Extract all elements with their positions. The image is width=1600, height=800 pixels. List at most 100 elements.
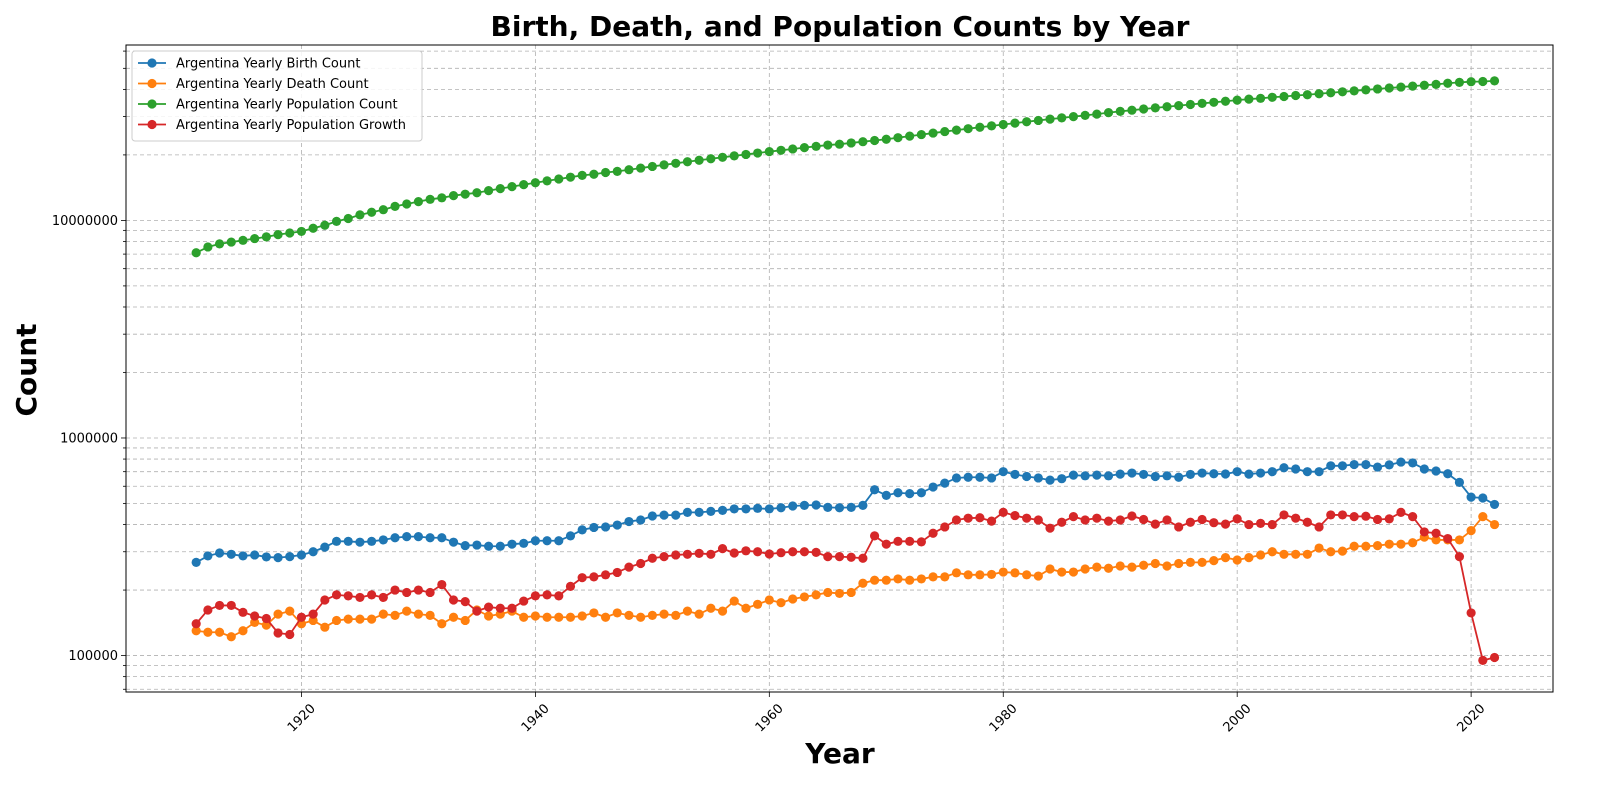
data-point [741, 504, 751, 514]
data-point [226, 549, 236, 559]
data-point [671, 610, 681, 620]
data-point [285, 606, 295, 616]
data-point [1244, 519, 1254, 530]
data-point [1220, 469, 1231, 479]
data-point [425, 194, 435, 204]
data-point [1197, 98, 1207, 108]
data-point [975, 513, 985, 523]
data-point [1209, 469, 1219, 479]
data-point [905, 536, 915, 546]
data-point [214, 627, 225, 637]
data-point [869, 575, 880, 585]
data-point [1419, 80, 1429, 90]
data-point [1010, 510, 1020, 521]
data-point [1478, 512, 1488, 522]
data-point [776, 548, 786, 558]
data-point [1267, 547, 1277, 557]
data-point [1314, 522, 1324, 532]
data-point [214, 548, 225, 558]
data-point [799, 500, 810, 510]
data-point [1443, 469, 1453, 479]
legend-label: Argentina Yearly Birth Count [176, 57, 360, 72]
data-point [1057, 517, 1067, 527]
data-point [460, 597, 470, 607]
data-point [1010, 568, 1020, 578]
data-point [285, 228, 295, 238]
data-point [893, 133, 903, 143]
data-point [1291, 549, 1301, 559]
data-point [1139, 469, 1149, 480]
data-point [1349, 459, 1359, 470]
data-point [916, 129, 926, 140]
data-point [1291, 464, 1301, 474]
data-point [589, 169, 599, 179]
data-point [834, 503, 845, 513]
data-point [998, 467, 1008, 477]
data-point [1174, 101, 1184, 111]
data-point [717, 152, 728, 162]
data-point [250, 233, 260, 244]
data-point [1454, 477, 1465, 487]
data-point [484, 602, 494, 612]
data-point [846, 138, 856, 148]
data-point [612, 166, 622, 176]
data-point [1209, 518, 1219, 528]
data-point [1466, 608, 1476, 618]
data-point [706, 549, 716, 559]
data-point [694, 155, 704, 165]
data-point [1302, 549, 1312, 559]
data-point [565, 612, 576, 622]
data-point [577, 170, 587, 181]
data-point [1115, 106, 1125, 116]
data-point [788, 501, 798, 511]
data-point [893, 488, 903, 498]
data-point [776, 598, 786, 608]
data-point [636, 558, 646, 569]
data-point [753, 547, 763, 557]
data-point [308, 609, 318, 619]
data-point [659, 551, 669, 562]
data-point [448, 191, 459, 201]
data-point [1139, 514, 1149, 525]
data-point [706, 506, 716, 516]
chart-title: Birth, Death, and Population Counts by Y… [491, 10, 1190, 43]
data-point [484, 186, 494, 196]
data-point [1431, 466, 1441, 476]
data-point [1033, 571, 1043, 581]
data-point [343, 591, 353, 601]
legend-marker [147, 99, 157, 109]
data-point [799, 547, 810, 557]
legend: Argentina Yearly Birth Count Argentina Ye… [131, 50, 423, 142]
data-point [905, 131, 915, 141]
data-point [1174, 558, 1184, 569]
data-point [343, 536, 353, 546]
legend-marker [147, 58, 157, 68]
data-point [1232, 514, 1242, 524]
data-point [460, 541, 470, 551]
data-point [647, 553, 657, 563]
data-point [1150, 558, 1160, 569]
data-point [1045, 523, 1055, 533]
data-point [565, 172, 576, 182]
data-point [1361, 85, 1371, 95]
data-point [1197, 557, 1207, 568]
data-point [1174, 472, 1184, 482]
data-point [1419, 527, 1429, 537]
data-point [1302, 467, 1312, 477]
data-point [799, 592, 810, 602]
data-point [437, 533, 447, 543]
data-point [916, 574, 926, 584]
data-point [682, 606, 693, 616]
data-point [413, 532, 424, 542]
data-point [940, 522, 950, 532]
data-point [320, 542, 330, 552]
data-point [1244, 552, 1254, 563]
data-point [1337, 546, 1348, 556]
data-point [226, 600, 236, 611]
data-point [1244, 94, 1254, 104]
data-point [1337, 87, 1348, 97]
series-1 [191, 457, 1500, 568]
data-point [390, 533, 400, 543]
data-point [717, 544, 728, 554]
data-point [1419, 464, 1429, 474]
